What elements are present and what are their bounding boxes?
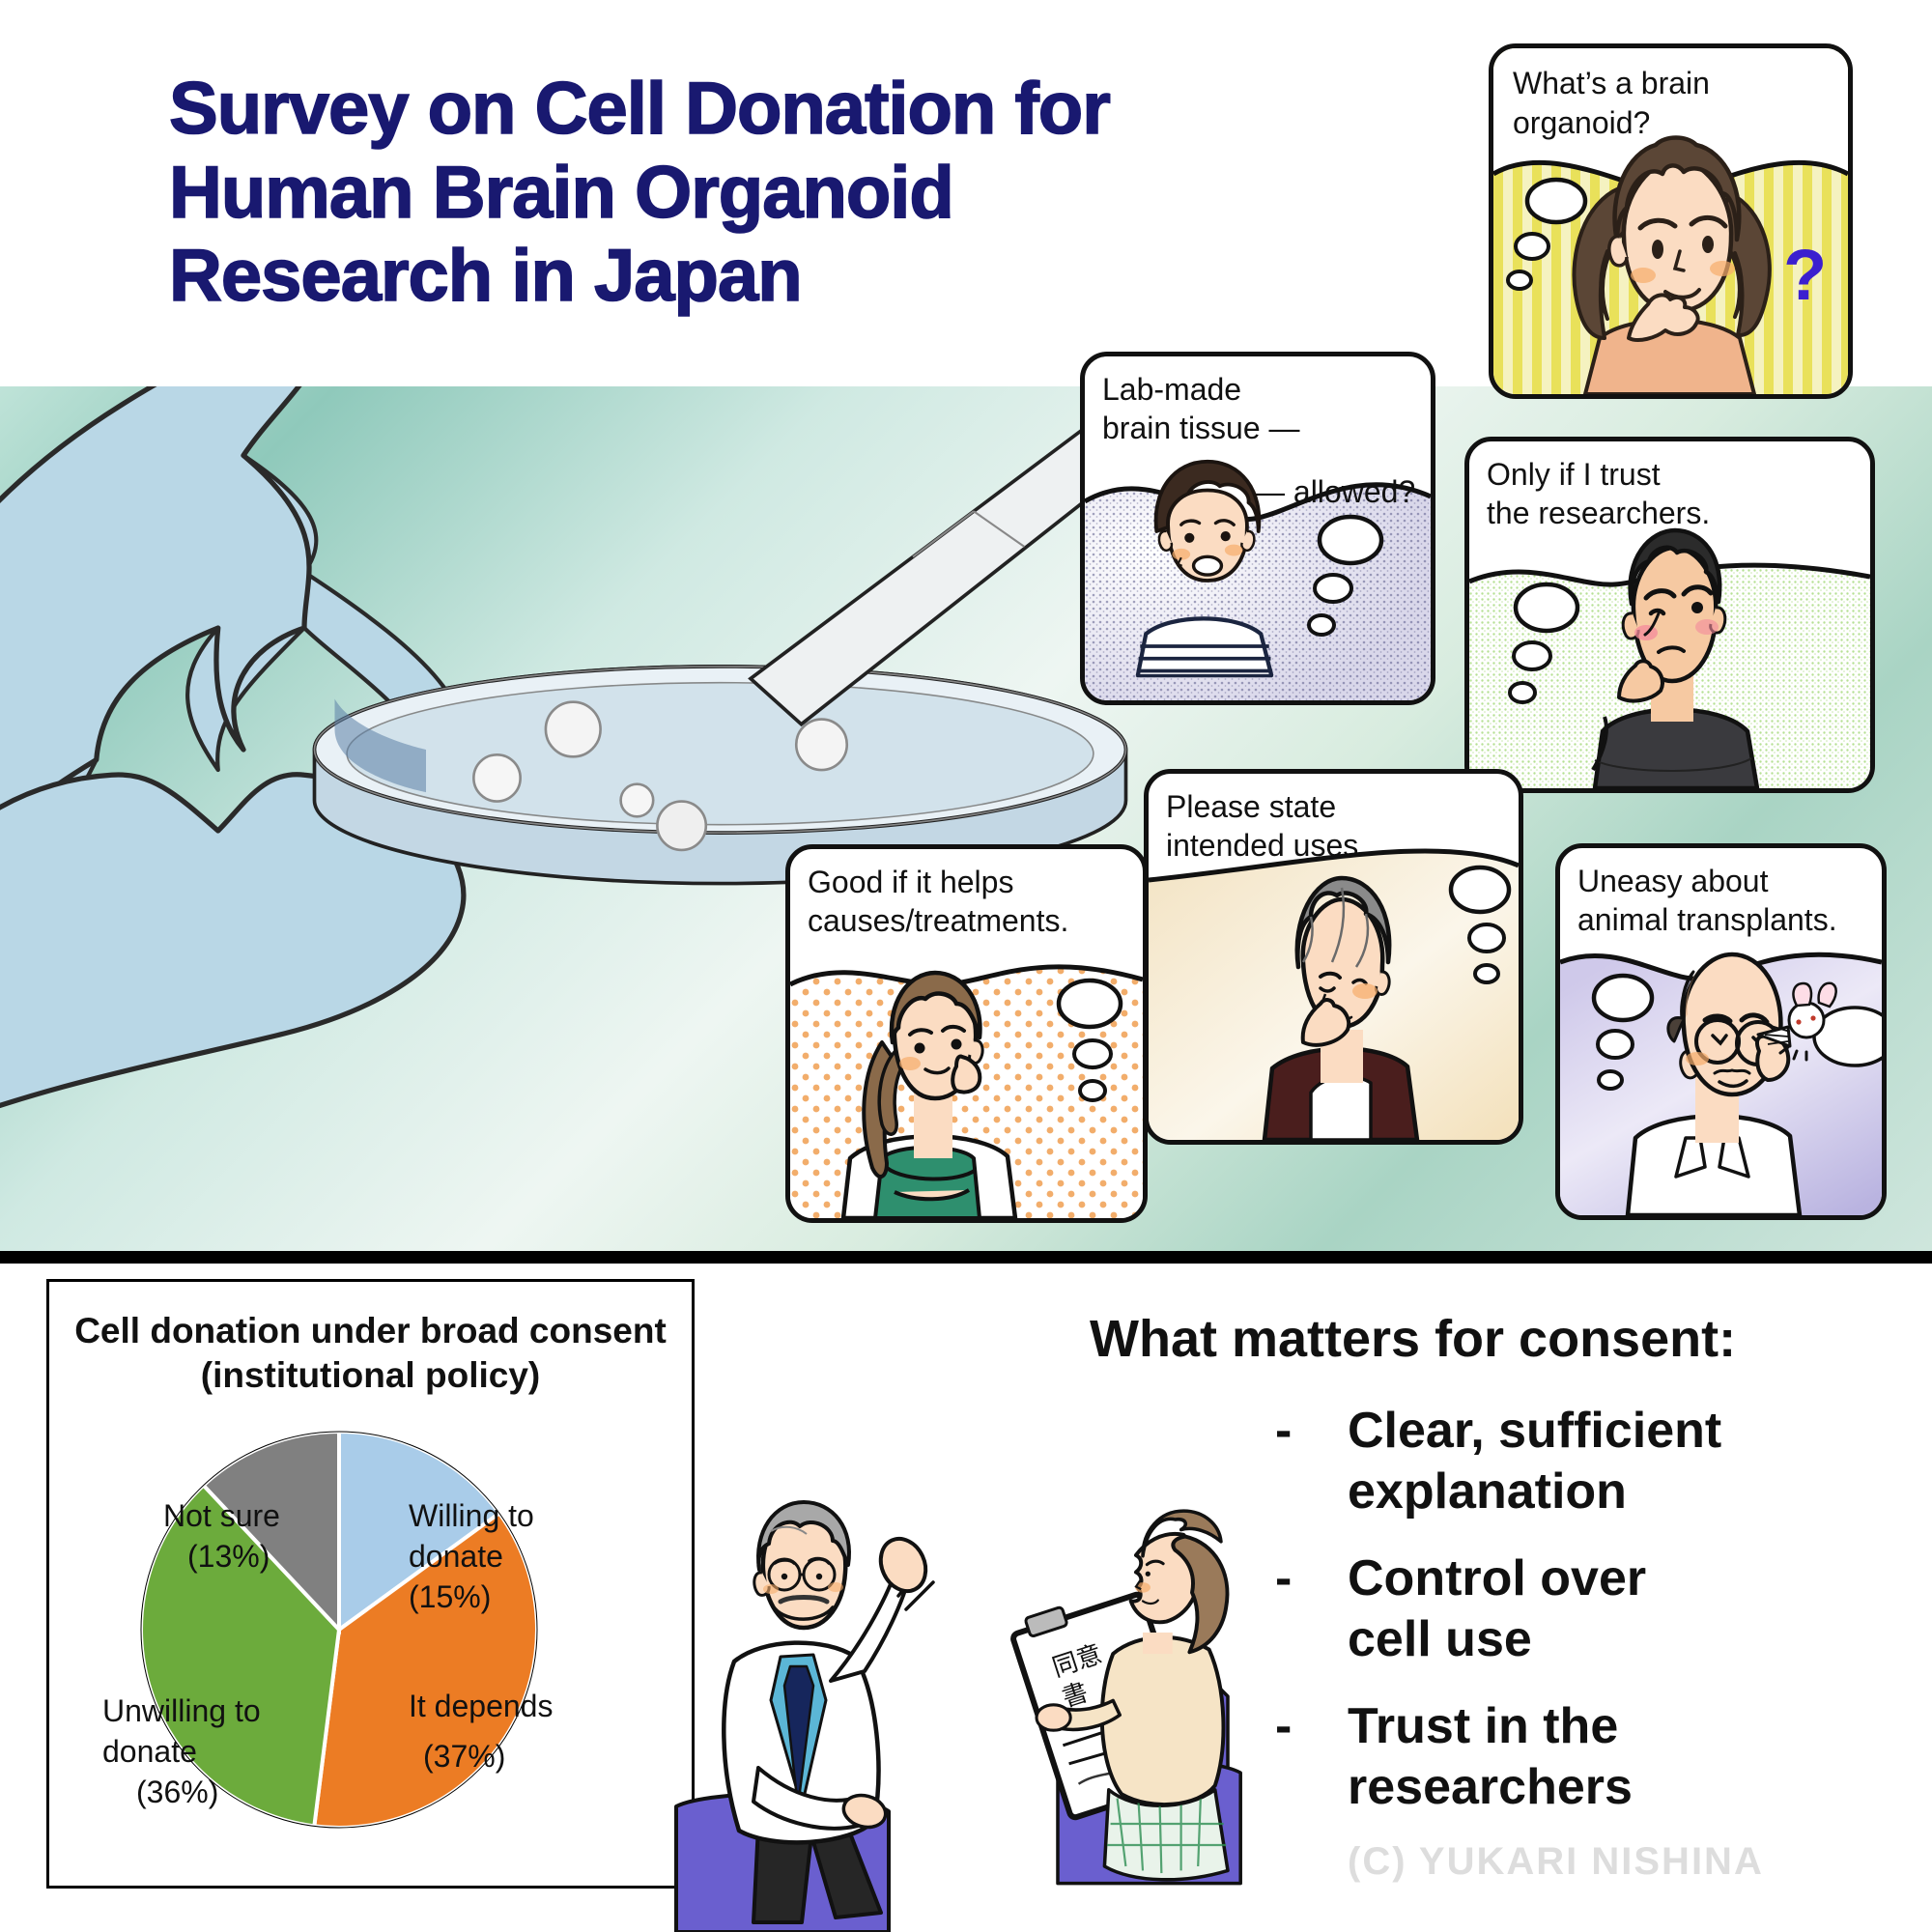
svg-text:donate: donate bbox=[102, 1734, 197, 1769]
svg-text:donate: donate bbox=[409, 1539, 503, 1574]
svg-text:?: ? bbox=[1783, 235, 1827, 315]
svg-text:(13%): (13%) bbox=[187, 1539, 270, 1574]
svg-text:(37%): (37%) bbox=[423, 1739, 505, 1774]
svg-text:(15%): (15%) bbox=[409, 1579, 491, 1614]
svg-text:(36%): (36%) bbox=[136, 1775, 218, 1809]
svg-text:It depends: It depends bbox=[409, 1689, 553, 1723]
svg-text:Willing to: Willing to bbox=[409, 1498, 534, 1533]
svg-text:Unwilling to: Unwilling to bbox=[102, 1693, 261, 1728]
svg-text:Not sure: Not sure bbox=[163, 1498, 280, 1533]
